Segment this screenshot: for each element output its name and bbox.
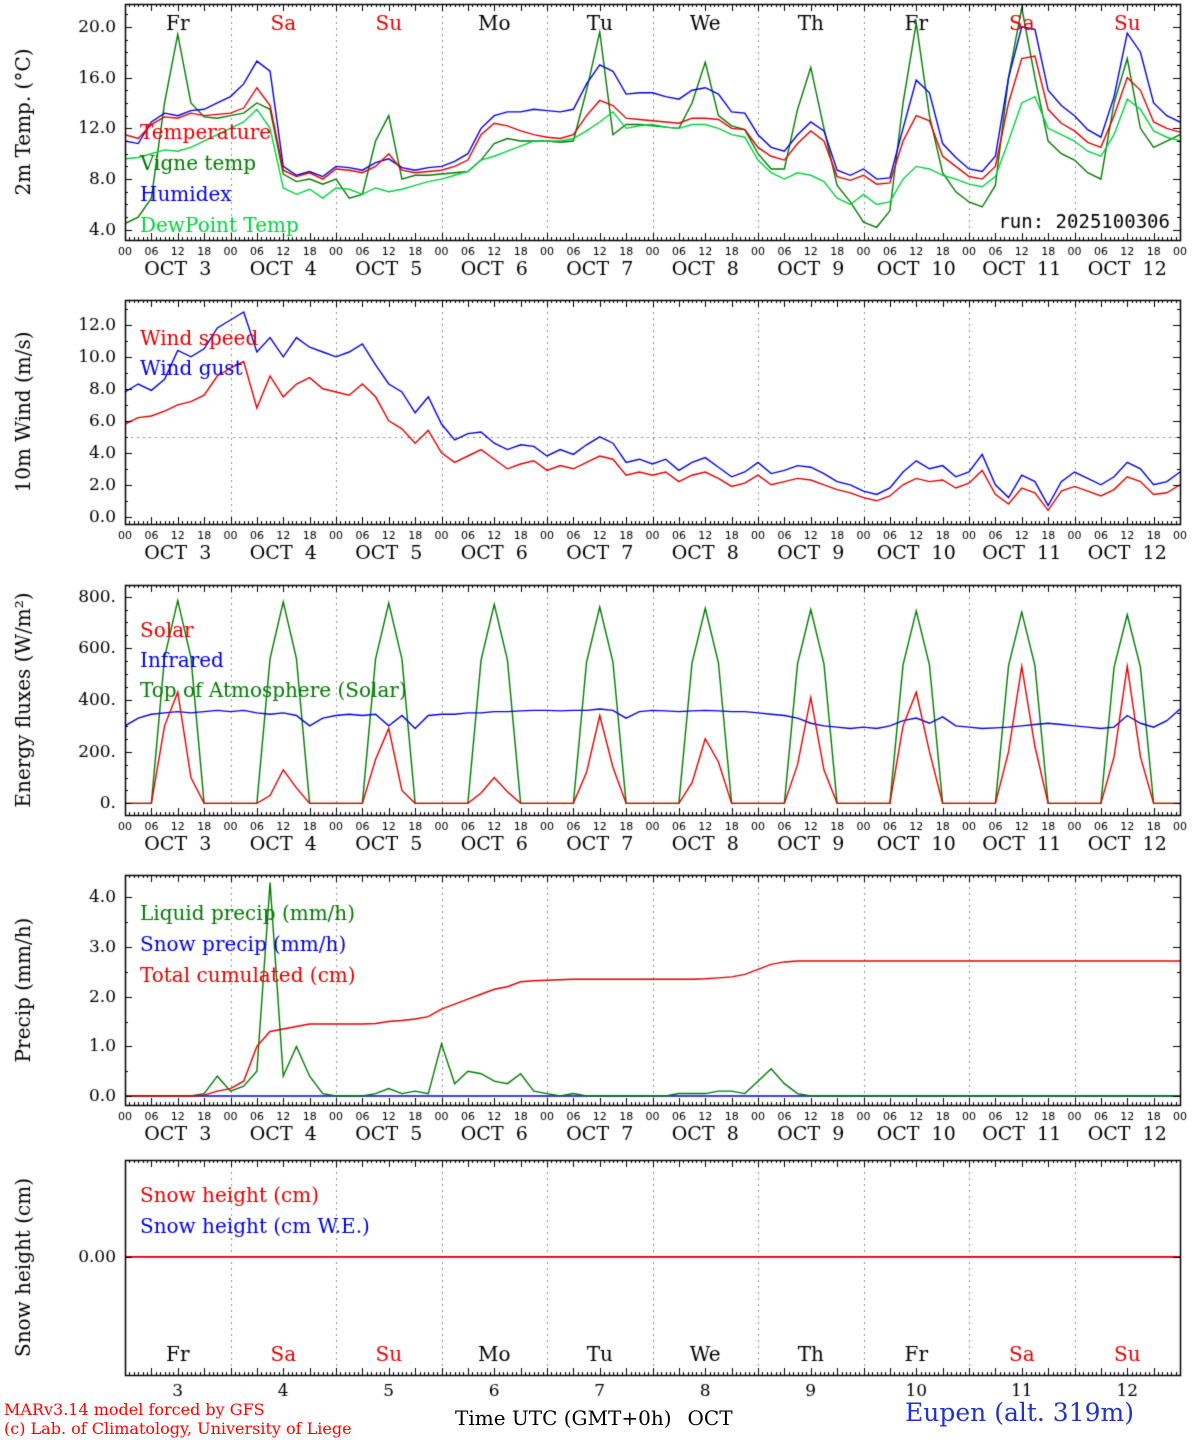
month-label: OCT bbox=[687, 1406, 733, 1430]
time-axis-title: Time UTC (GMT+0h) OCT bbox=[455, 1406, 733, 1430]
model-credit-line2: (c) Lab. of Climatology, University of L… bbox=[4, 1419, 352, 1438]
meteogram-canvas bbox=[0, 0, 1194, 1400]
model-credit-line1: MARv3.14 model forced by GFS bbox=[4, 1400, 265, 1419]
time-axis-label: Time UTC (GMT+0h) bbox=[455, 1406, 672, 1430]
station-label: Eupen (alt. 319m) bbox=[905, 1398, 1134, 1427]
model-credit: MARv3.14 model forced by GFS (c) Lab. of… bbox=[4, 1400, 352, 1438]
